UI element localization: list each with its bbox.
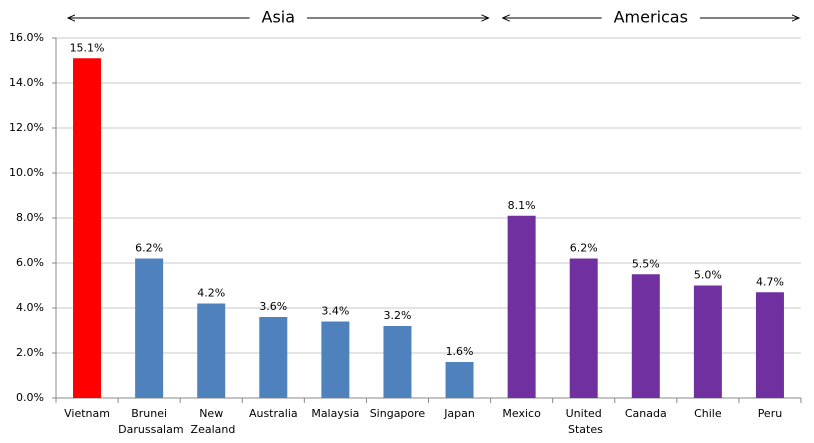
value-label: 3.4% xyxy=(321,305,349,318)
x-tick-label: Australia xyxy=(249,407,298,420)
y-tick-label: 12.0% xyxy=(9,121,44,134)
y-tick-label: 8.0% xyxy=(16,211,44,224)
group-label: Asia xyxy=(262,8,296,27)
bar xyxy=(135,258,164,398)
value-label: 4.2% xyxy=(197,287,225,300)
x-tick-label: New Zealand xyxy=(187,407,235,436)
value-label: 6.2% xyxy=(135,242,163,255)
bar xyxy=(259,317,288,398)
y-tick-label: 10.0% xyxy=(9,166,44,179)
value-label: 3.6% xyxy=(259,300,287,313)
x-tick-label: Brunei Darussalam xyxy=(115,407,184,436)
x-tick-label: Japan xyxy=(443,407,475,420)
value-label: 8.1% xyxy=(508,199,536,212)
bar xyxy=(197,303,226,398)
group-label: Americas xyxy=(614,8,688,27)
y-tick-label: 4.0% xyxy=(16,301,44,314)
value-label: 5.0% xyxy=(694,269,722,282)
bar xyxy=(755,292,784,398)
y-tick-label: 14.0% xyxy=(9,76,44,89)
x-tick-label: United States xyxy=(565,407,604,436)
bar xyxy=(73,58,102,398)
x-tick-label: Malaysia xyxy=(311,407,359,420)
y-tick-label: 2.0% xyxy=(16,346,44,359)
y-tick-label: 6.0% xyxy=(16,256,44,269)
x-tick-label: Vietnam xyxy=(64,407,110,420)
x-tick-label: Chile xyxy=(694,407,722,420)
x-tick-label: Singapore xyxy=(370,407,426,420)
bar xyxy=(631,274,660,398)
x-tick-label: Peru xyxy=(758,407,783,420)
bar xyxy=(445,362,474,398)
value-label: 4.7% xyxy=(756,275,784,288)
value-label: 3.2% xyxy=(383,309,411,322)
y-tick-label: 0.0% xyxy=(16,391,44,404)
bar xyxy=(383,326,412,398)
value-label: 15.1% xyxy=(70,41,105,54)
y-tick-label: 16.0% xyxy=(9,31,44,44)
bar xyxy=(321,321,350,398)
bar xyxy=(569,258,598,398)
x-tick-label: Mexico xyxy=(502,407,541,420)
bar xyxy=(693,285,722,398)
value-label: 5.5% xyxy=(632,257,660,270)
value-label: 6.2% xyxy=(570,242,598,255)
bar xyxy=(507,215,536,398)
value-label: 1.6% xyxy=(446,345,474,358)
x-tick-label: Canada xyxy=(625,407,667,420)
